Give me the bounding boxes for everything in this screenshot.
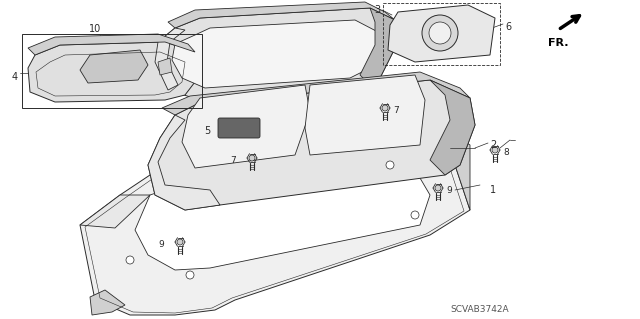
Text: 10: 10 — [89, 24, 101, 34]
Polygon shape — [80, 195, 150, 228]
Circle shape — [422, 15, 458, 51]
Polygon shape — [430, 80, 475, 175]
Circle shape — [492, 147, 498, 153]
Polygon shape — [415, 128, 470, 210]
Polygon shape — [135, 160, 430, 270]
Text: SCVAB3742A: SCVAB3742A — [450, 305, 509, 314]
Circle shape — [411, 211, 419, 219]
Polygon shape — [388, 5, 495, 62]
Circle shape — [249, 155, 255, 161]
Text: 9: 9 — [446, 186, 452, 195]
Polygon shape — [28, 42, 198, 102]
Circle shape — [386, 161, 394, 169]
Text: 9: 9 — [158, 240, 164, 249]
Polygon shape — [80, 50, 148, 83]
FancyBboxPatch shape — [218, 118, 260, 138]
Text: 2: 2 — [490, 140, 496, 150]
Polygon shape — [155, 28, 185, 90]
Text: 4: 4 — [12, 72, 18, 82]
Circle shape — [177, 239, 183, 245]
Circle shape — [429, 22, 451, 44]
Circle shape — [126, 256, 134, 264]
Text: 8: 8 — [503, 148, 509, 157]
Circle shape — [382, 105, 388, 111]
Polygon shape — [360, 8, 395, 85]
Polygon shape — [305, 75, 425, 155]
Polygon shape — [28, 34, 195, 55]
Circle shape — [186, 271, 194, 279]
Text: 5: 5 — [204, 126, 210, 136]
Polygon shape — [148, 80, 475, 210]
Text: FR.: FR. — [548, 38, 568, 48]
Polygon shape — [168, 2, 395, 28]
Text: 1: 1 — [490, 185, 496, 195]
Polygon shape — [148, 115, 220, 210]
Polygon shape — [90, 290, 125, 315]
Polygon shape — [182, 85, 310, 168]
Text: 7: 7 — [393, 106, 399, 115]
Polygon shape — [80, 130, 470, 315]
Text: 7: 7 — [230, 156, 236, 165]
Circle shape — [435, 185, 441, 191]
Polygon shape — [172, 20, 378, 88]
Text: 6: 6 — [505, 22, 511, 32]
Polygon shape — [158, 58, 172, 75]
Polygon shape — [155, 8, 395, 100]
Text: 3: 3 — [374, 5, 380, 15]
Circle shape — [171, 196, 179, 204]
Polygon shape — [162, 72, 470, 115]
